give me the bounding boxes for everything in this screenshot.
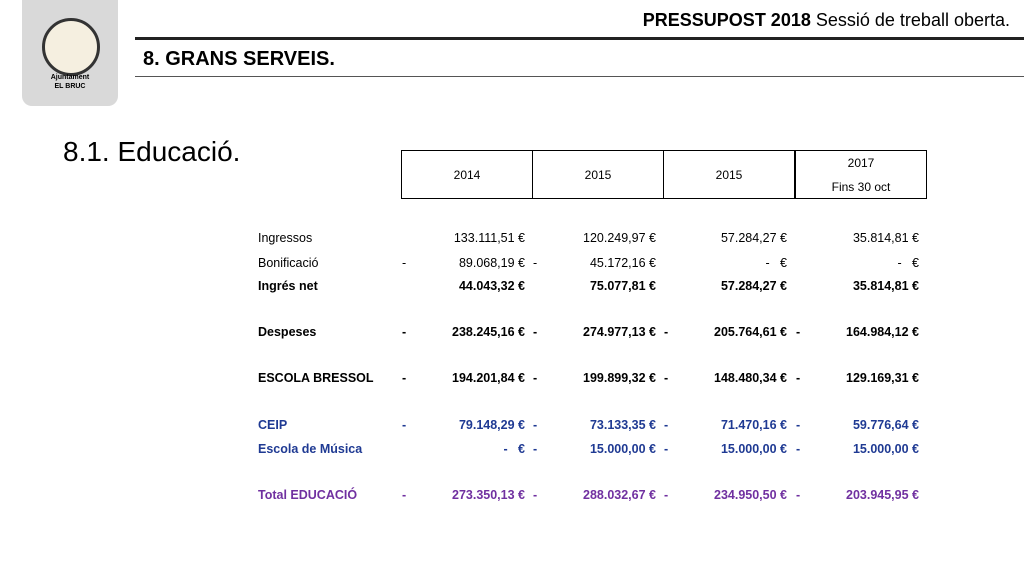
cell-amount: 238.245,16 € [452, 325, 525, 339]
rule [135, 76, 1024, 77]
row-label: Ingrés net [258, 279, 318, 293]
cell-amount: 205.764,61 € [714, 325, 787, 339]
cell-amount: 59.776,64 € [852, 418, 919, 432]
cell-sign: - [664, 488, 669, 502]
column-header-text: 2015 [715, 167, 743, 182]
cell-sign: - [533, 418, 538, 432]
cell-amount: 15.000,00 € [720, 442, 787, 456]
cell-amount: 194.201,84 € [452, 371, 525, 385]
cell-sign: - [402, 325, 407, 339]
cell-amount: 164.984,12 € [846, 325, 919, 339]
cell-sign: - [533, 256, 538, 270]
section-title: 8. GRANS SERVEIS. [143, 48, 335, 70]
cell-sign: - [402, 418, 407, 432]
cell-amount: 199.899,32 € [583, 371, 656, 385]
cell-sign: - [402, 256, 407, 270]
cell-amount: 15.000,00 € [852, 442, 919, 456]
row-label: ESCOLA BRESSOL [258, 371, 374, 385]
cell-sign: - [533, 488, 538, 502]
header-rest: Sessió de treball oberta. [815, 10, 1010, 30]
cell-amount: 133.111,51 € [453, 231, 525, 245]
cell-amount: 35.814,81 € [852, 279, 919, 293]
column-header: 2017 Fins 30 oct [795, 150, 927, 199]
row-label: Bonificació [258, 256, 319, 270]
row-label: Ingressos [258, 231, 313, 245]
logo-text: EL BRUC [54, 83, 86, 90]
logo: Ajuntament EL BRUC [22, 0, 118, 106]
logo-text: Ajuntament [50, 74, 90, 81]
cell-amount: 45.172,16 € [589, 256, 656, 270]
rule [135, 37, 1024, 40]
cell-amount: 288.032,67 € [583, 488, 656, 502]
cell-amount: 35.814,81 € [852, 231, 919, 245]
cell-amount: 148.480,34 € [714, 371, 787, 385]
logo-seal [42, 18, 100, 76]
cell-amount: 203.945,95 € [846, 488, 919, 502]
row-label: Total EDUCACIÓ [258, 488, 358, 502]
cell-amount: 129.169,31 € [846, 371, 919, 385]
cell-amount: 73.133,35 € [589, 418, 656, 432]
cell-sign: - [664, 325, 669, 339]
header-title: PRESSUPOST 2018 Sessió de treball oberta… [643, 10, 1010, 31]
cell-amount: 273.350,13 € [452, 488, 525, 502]
cell-sign: - [533, 371, 538, 385]
column-header-text: 2014 [453, 167, 481, 182]
cell-sign: - [533, 325, 538, 339]
cell-amount: 234.950,50 € [714, 488, 787, 502]
cell-sign: - [664, 442, 669, 456]
cell-amount: 274.977,13 € [583, 325, 656, 339]
cell-sign: - [664, 371, 669, 385]
column-header-text: 2017 [847, 155, 875, 170]
column-header: 2015 [663, 150, 795, 199]
row-label: Despeses [258, 325, 317, 339]
cell-sign: - [796, 325, 801, 339]
cell-amount: 75.077,81 € [589, 279, 656, 293]
cell-sign: - [796, 371, 801, 385]
cell-amount: - € [503, 442, 525, 456]
cell-amount: - € [765, 256, 787, 270]
cell-sign: - [796, 442, 801, 456]
column-header-text: Fins 30 oct [831, 179, 891, 194]
cell-amount: 89.068,19 € [458, 256, 525, 270]
subtitle: 8.1. Educació. [63, 136, 241, 167]
column-header: 2014 [401, 150, 533, 199]
cell-amount: - € [897, 256, 919, 270]
cell-sign: - [796, 418, 801, 432]
cell-sign: - [664, 418, 669, 432]
row-label: Escola de Música [258, 442, 363, 456]
header-bold: PRESSUPOST 2018 [642, 10, 811, 30]
cell-sign: - [402, 371, 407, 385]
column-header-text: 2015 [584, 167, 612, 182]
cell-sign: - [402, 488, 407, 502]
cell-amount: 44.043,32 € [458, 279, 525, 293]
column-header: 2015 [532, 150, 664, 199]
cell-amount: 79.148,29 € [458, 418, 525, 432]
cell-sign: - [533, 442, 538, 456]
cell-sign: - [796, 488, 801, 502]
cell-amount: 57.284,27 € [720, 279, 787, 293]
cell-amount: 15.000,00 € [589, 442, 656, 456]
cell-amount: 120.249,97 € [583, 231, 656, 245]
row-label: CEIP [258, 418, 288, 432]
cell-amount: 71.470,16 € [720, 418, 787, 432]
cell-amount: 57.284,27 € [720, 231, 787, 245]
